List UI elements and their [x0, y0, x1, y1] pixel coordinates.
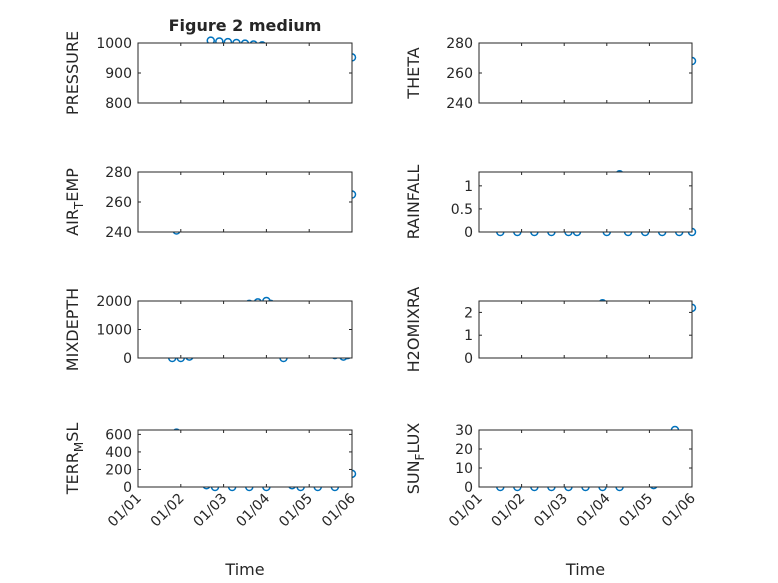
subplot-8-x-tick-label: 01/04 [574, 490, 614, 530]
subplot-8-y-tick-label: 0 [464, 480, 473, 496]
subplot-7-x-tick-label: 01/05 [276, 491, 316, 531]
figure-title: Figure 2 medium [169, 16, 322, 35]
subplot-7-y-tick-label: 200 [105, 462, 132, 478]
subplot-3-y-tick-label: 260 [105, 195, 132, 211]
subplot-3-y-tick-label: 280 [105, 165, 132, 181]
subplot-2-y-axis-label: THETA [404, 47, 423, 99]
subplot-5-y-tick-label: 1000 [96, 323, 132, 339]
subplot-7-y-axis-label: TERRMSL [63, 423, 86, 496]
subplot-1-y-tick-label: 900 [105, 66, 132, 82]
subplot-7-x-tick-label: 01/04 [233, 490, 273, 530]
subplot-8-x-tick-label: 01/05 [616, 491, 656, 531]
subplot-2-y-tick-label: 260 [446, 66, 473, 82]
subplot-7-y-tick-label: 400 [105, 445, 132, 461]
subplot-8-y-axis-label: SUNFLUX [404, 423, 427, 495]
subplot-3-axes-box [137, 171, 353, 233]
subplot-8-y-tick-label: 20 [455, 442, 473, 458]
subplot-4-y-axis-label: RAINFALL [404, 165, 423, 240]
subplot-8-y-tick-label: 30 [455, 423, 473, 439]
subplot-5-axes-box [137, 300, 353, 359]
subplot-1-y-tick-label: 1000 [96, 36, 132, 52]
subplot-7-x-tick-label: 01/03 [191, 491, 231, 531]
subplot-7-y-tick-label: 0 [123, 480, 132, 496]
subplot-8-x-tick-label: 01/02 [489, 491, 529, 531]
subplot-8-x-axis-label: Time [565, 560, 605, 579]
subplot-2-y-tick-label: 240 [446, 96, 473, 112]
subplot-8-y-tick-label: 10 [455, 461, 473, 477]
subplot-7-y-tick-label: 600 [105, 427, 132, 443]
subplot-6-y-tick-label: 1 [464, 328, 473, 344]
subplot-4-y-tick-label: 0 [464, 225, 473, 241]
subplot-7-x-axis-label: Time [224, 560, 264, 579]
subplot-1-y-tick-label: 800 [105, 96, 132, 112]
subplot-7-x-tick-label: 01/01 [105, 491, 145, 531]
subplot-2-y-tick-label: 280 [446, 36, 473, 52]
subplot-5-y-tick-label: 0 [123, 351, 132, 367]
subplot-5-y-tick-label: 2000 [96, 294, 132, 310]
subplot-6-y-axis-label: H2OMIXRA [404, 287, 423, 373]
subplot-6-y-tick-label: 0 [464, 351, 473, 367]
subplot-4-axes-box [478, 171, 693, 233]
subplot-8-axes-box [478, 429, 693, 488]
subplot-1-axes-box [137, 42, 353, 104]
subplot-3-y-axis-label: AIRTEMP [63, 168, 86, 236]
subplot-3-y-tick-label: 240 [105, 225, 132, 241]
subplot-7-x-tick-label: 01/06 [319, 490, 359, 530]
subplot-4-y-tick-label: 0.5 [451, 202, 473, 218]
subplot-1-y-axis-label: PRESSURE [63, 31, 82, 115]
subplot-4-y-tick-label: 1 [464, 179, 473, 195]
subplot-2-axes-box [478, 42, 693, 104]
subplot-6-axes-box [478, 300, 693, 359]
subplot-5-y-axis-label: MIXDEPTH [63, 288, 82, 371]
subplot-6-y-tick-label: 2 [464, 305, 473, 321]
subplot-8-x-tick-label: 01/01 [446, 491, 486, 531]
subplot-8-x-tick-label: 01/03 [531, 491, 571, 531]
subplot-8-x-tick-label: 01/06 [659, 490, 699, 530]
subplot-7-axes-box [137, 429, 353, 488]
subplot-7-x-tick-label: 01/02 [148, 491, 188, 531]
